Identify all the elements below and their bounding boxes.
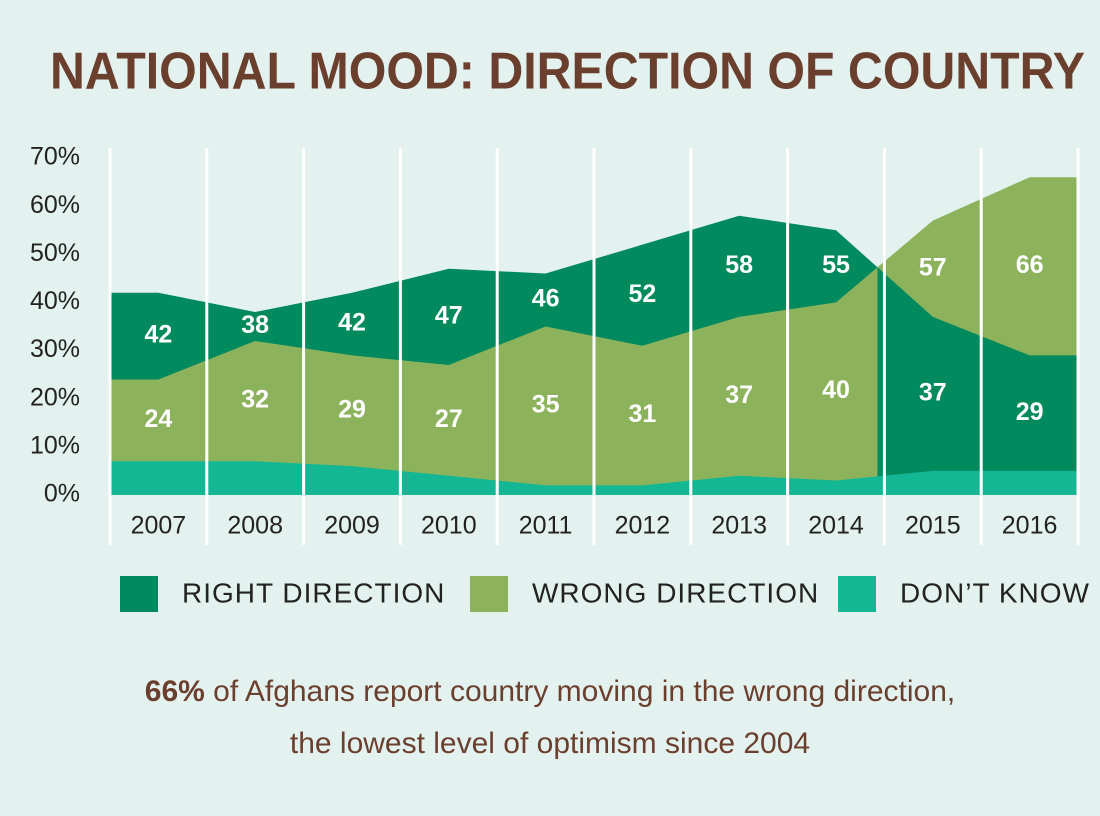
- x-tick-label: 2016: [1002, 512, 1058, 540]
- legend-swatch: [120, 576, 158, 612]
- chart-title: NATIONAL MOOD: DIRECTION OF COUNTRY: [50, 43, 1085, 101]
- note-text: the lowest level of optimism since 2004: [290, 727, 810, 760]
- legend-swatch: [470, 576, 508, 612]
- value-label: 58: [725, 251, 753, 279]
- value-label: 29: [338, 395, 366, 423]
- value-label: 31: [628, 400, 656, 428]
- legend-swatch: [838, 576, 876, 612]
- legend-label: WRONG DIRECTION: [532, 577, 819, 608]
- y-tick-label: 70%: [30, 143, 80, 171]
- value-label: 24: [144, 405, 172, 433]
- value-label: 55: [822, 251, 850, 279]
- value-label: 42: [338, 309, 366, 337]
- y-tick-label: 30%: [30, 335, 80, 363]
- y-tick-label: 10%: [30, 431, 80, 459]
- x-tick-label: 2010: [421, 512, 477, 540]
- value-label: 29: [1016, 398, 1044, 426]
- x-tick-label: 2007: [131, 512, 187, 540]
- area: [110, 461, 1078, 495]
- value-label: 46: [532, 285, 560, 313]
- value-label: 47: [435, 301, 463, 329]
- y-tick-label: 0%: [44, 480, 80, 508]
- note: 66% of Afghans report country moving in …: [145, 675, 955, 708]
- value-label: 37: [919, 379, 947, 407]
- y-tick-label: 20%: [30, 383, 80, 411]
- note-text: of Afghans report country moving in the …: [205, 675, 955, 708]
- value-label: 38: [241, 311, 269, 339]
- value-label: 37: [725, 381, 753, 409]
- x-tick-label: 2015: [905, 512, 961, 540]
- value-label: 57: [919, 253, 947, 281]
- value-label: 52: [628, 280, 656, 308]
- value-label: 40: [822, 376, 850, 404]
- value-label: 27: [435, 405, 463, 433]
- value-label: 66: [1016, 251, 1044, 279]
- y-tick-label: 50%: [30, 239, 80, 267]
- x-tick-label: 2008: [227, 512, 283, 540]
- y-tick-label: 60%: [30, 191, 80, 219]
- y-tick-label: 40%: [30, 287, 80, 315]
- legend-label: DON’T KNOW: [900, 577, 1090, 608]
- note-highlight: 66%: [145, 675, 205, 708]
- value-label: 35: [532, 391, 560, 419]
- value-label: 32: [241, 386, 269, 414]
- legend-label: RIGHT DIRECTION: [182, 577, 445, 608]
- x-tick-label: 2009: [324, 512, 380, 540]
- x-tick-label: 2011: [519, 512, 573, 540]
- x-tick-label: 2013: [711, 512, 767, 540]
- x-tick-label: 2014: [808, 512, 864, 540]
- x-tick-label: 2012: [615, 512, 671, 540]
- value-label: 42: [144, 321, 172, 349]
